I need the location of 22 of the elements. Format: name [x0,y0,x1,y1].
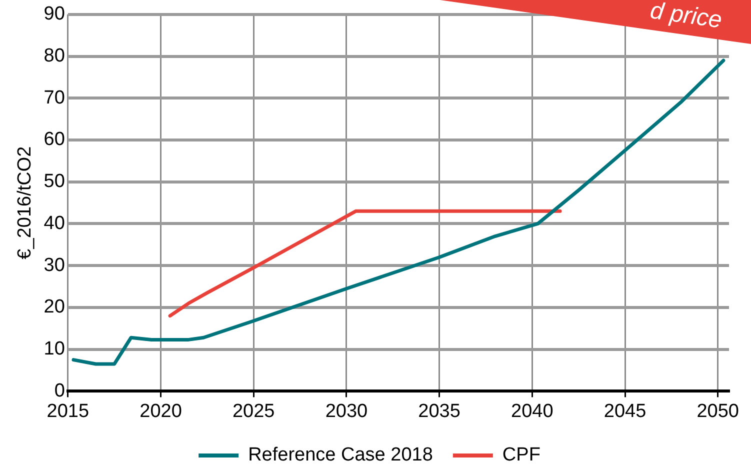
x-tick-label: 2035 [418,400,460,422]
y-tick-label: 60 [44,129,65,150]
y-tick-label: 90 [44,4,65,25]
y-tick-label: 70 [44,87,65,108]
annotation: d price [648,0,724,35]
y-tick-label: 40 [44,212,65,234]
x-tick-label: 2045 [604,400,646,422]
x-tick-label: 2040 [511,400,554,422]
legend-label: CPF [502,444,540,466]
x-tick-label: 2020 [140,400,182,422]
y-axis-title: €_2016/tCO2 [14,146,36,260]
y-tick-label: 0 [54,380,65,402]
x-tick-label: 2025 [232,400,275,422]
y-tick-label: 20 [44,296,65,318]
x-tick-label: 2030 [325,400,368,422]
x-tick-label: 2050 [696,400,739,422]
legend-label: Reference Case 2018 [248,444,433,466]
x-tick-label: 2015 [46,400,90,422]
y-tick-label: 30 [44,254,65,276]
y-tick-label: 80 [44,46,65,66]
y-tick-label: 10 [44,338,65,360]
y-tick-label: 50 [44,171,65,192]
